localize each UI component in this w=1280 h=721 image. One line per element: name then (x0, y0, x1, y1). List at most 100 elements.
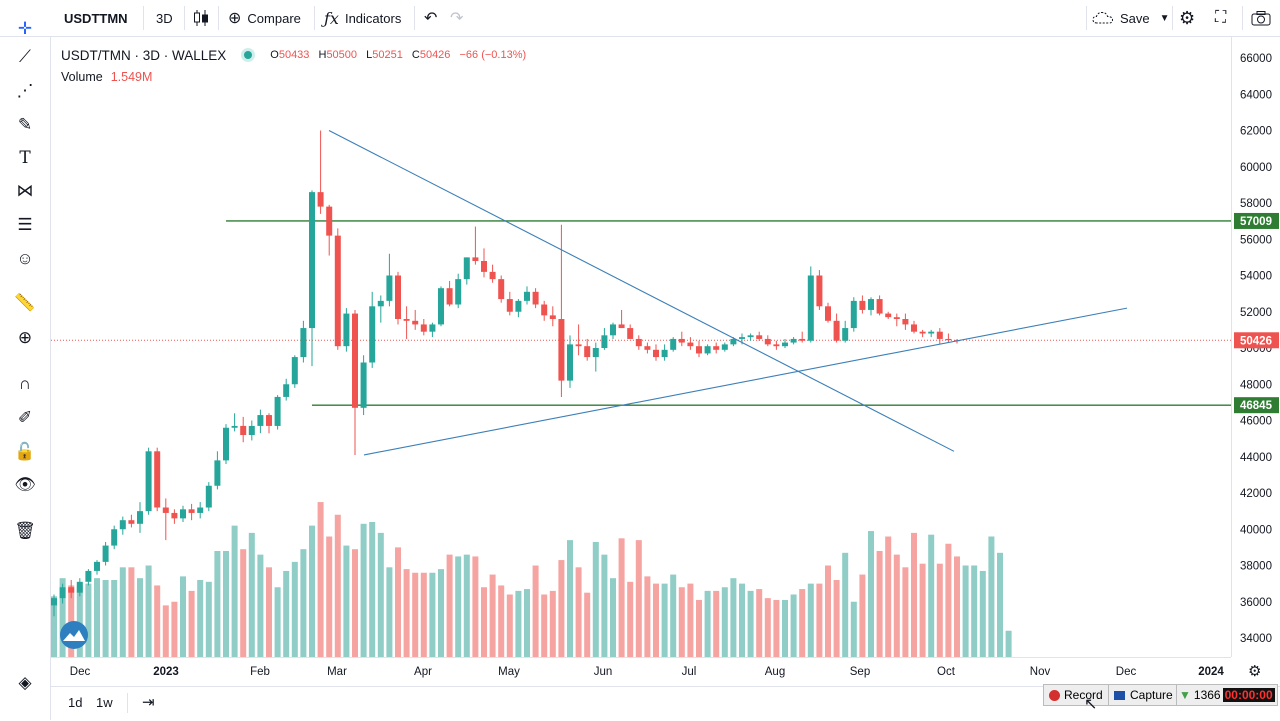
capture-button[interactable]: Capture (1108, 684, 1179, 706)
time-tick-label: Jun (594, 666, 613, 678)
volume-bar (773, 599, 780, 657)
volume-bar (111, 580, 118, 657)
volume-bar (197, 580, 204, 657)
separator (314, 6, 315, 30)
save-label: Save (1120, 10, 1150, 26)
lock-tool[interactable]: 🔓 (10, 438, 40, 466)
magnet-tool[interactable]: ∩ (10, 370, 40, 398)
remove-tool[interactable]: 🗑 (10, 517, 40, 545)
volume-bar (911, 532, 917, 657)
volume-bar (369, 522, 376, 657)
candle-body (214, 460, 221, 486)
volume-bar (549, 590, 556, 657)
crosshair-tool[interactable]: ✛ (10, 15, 40, 43)
zoom-tool[interactable]: ⊕ (10, 324, 40, 352)
volume-bar (687, 583, 694, 657)
snapshot-button[interactable] (1251, 0, 1271, 36)
interval-button[interactable]: 3D (156, 0, 173, 36)
volume-bar (352, 549, 358, 657)
price-tick-label: 52000 (1240, 307, 1272, 319)
icons-tool[interactable]: ☺ (10, 245, 40, 273)
pattern-tool[interactable]: ⋈ (10, 177, 40, 205)
market-status-dot (244, 51, 253, 59)
fib-tool[interactable]: ⋰ (10, 77, 40, 105)
separator (143, 6, 144, 30)
time-tick-label: 2023 (153, 666, 179, 678)
volume-bar (833, 580, 840, 657)
indicators-label: Indicators (344, 10, 402, 26)
price-chart[interactable] (51, 37, 1231, 657)
volume-bar (825, 565, 831, 657)
time-axis[interactable]: Dec 2023 Feb Mar Apr May Jun Jul Aug Sep Oct Nov Dec… (51, 657, 1231, 686)
candle-body (257, 415, 264, 426)
timeframe-1w[interactable]: 1w (96, 695, 113, 710)
fullscreen-icon: ⛶ (1215, 9, 1227, 26)
save-button[interactable]: Save ▼ (1092, 0, 1170, 36)
candle-body (618, 324, 625, 329)
candle-body (945, 338, 952, 341)
candle-body (291, 357, 298, 385)
candle-body (928, 331, 935, 334)
price-tag-background (1234, 332, 1279, 349)
candle-body (584, 346, 591, 358)
price-tag-label: 57009 (1240, 216, 1272, 228)
volume-bar (119, 567, 126, 657)
close-value: 50426 (419, 49, 451, 61)
redo-button[interactable]: ↷ (450, 0, 463, 36)
chart-type-button[interactable] (193, 0, 209, 36)
record-button[interactable]: Record (1043, 684, 1109, 706)
settings-button[interactable]: ⚙ (1179, 0, 1195, 36)
candle-body (678, 338, 685, 343)
stay-drawing-tool[interactable]: ✐ (10, 404, 40, 432)
trendline-tool[interactable]: ⟋ (10, 43, 40, 71)
ruler-icon: 📏 (14, 293, 36, 312)
time-tick-label: Mar (327, 666, 347, 678)
candle-body (859, 300, 866, 310)
prediction-tool[interactable]: ☰ (10, 211, 40, 239)
volume-bar (446, 554, 453, 657)
hide-tool[interactable]: 👁 (10, 471, 40, 499)
candle-body (575, 344, 582, 347)
calendar-icon: ⇥ (142, 694, 155, 711)
object-tree-button[interactable]: ◈ (10, 669, 40, 697)
chevron-down-icon: ▼ (1159, 12, 1170, 24)
candle-body (412, 320, 419, 325)
ruler-tool[interactable]: 📏 (10, 289, 40, 317)
candle-body (627, 328, 634, 339)
candle-body (704, 346, 711, 354)
volume-bar (919, 563, 926, 657)
compare-button[interactable]: ⊕ Compare (228, 0, 301, 36)
recorder-counter: 1366 (1193, 688, 1221, 702)
goto-date-button[interactable]: ⇥ (142, 693, 155, 711)
undo-button[interactable]: ↶ (424, 0, 437, 36)
timeframe-1d[interactable]: 1d (68, 695, 83, 710)
gear-icon: ⚙ (1179, 7, 1196, 28)
volume-bar (188, 590, 195, 657)
volume-bar (524, 589, 530, 657)
axis-settings-button[interactable]: ⚙ (1248, 662, 1261, 680)
price-tick-label: 44000 (1240, 452, 1272, 464)
candle-body (721, 344, 728, 350)
candle-body (317, 192, 324, 207)
volume-bar (876, 551, 883, 657)
brush-tool[interactable]: ✎ (10, 111, 40, 139)
price-axis[interactable]: 34000 36000 38000 40000 42000 44000 46000 48000… (1231, 37, 1280, 657)
low-value: 50251 (372, 49, 403, 61)
candle-body (730, 338, 737, 345)
undo-icon: ↶ (424, 10, 438, 27)
volume-bar (653, 583, 659, 657)
symbol-search-button[interactable]: USDTTMN (64, 0, 128, 36)
text-tool[interactable]: T (10, 144, 40, 172)
candle-body (825, 306, 831, 321)
volume-bar (171, 601, 178, 657)
indicators-button[interactable]: ƒx Indicators (324, 0, 401, 36)
price-tick-label: 56000 (1240, 234, 1272, 246)
fullscreen-button[interactable]: ⛶ (1215, 0, 1226, 36)
separator (1242, 6, 1243, 30)
capture-label: Capture (1130, 688, 1173, 702)
recorder-status: ▼ 1366 00:00:00 (1176, 684, 1278, 706)
volume-bar (214, 551, 221, 657)
volume-bar (988, 536, 995, 657)
candle-body (893, 317, 900, 319)
volume-bar (670, 574, 677, 657)
